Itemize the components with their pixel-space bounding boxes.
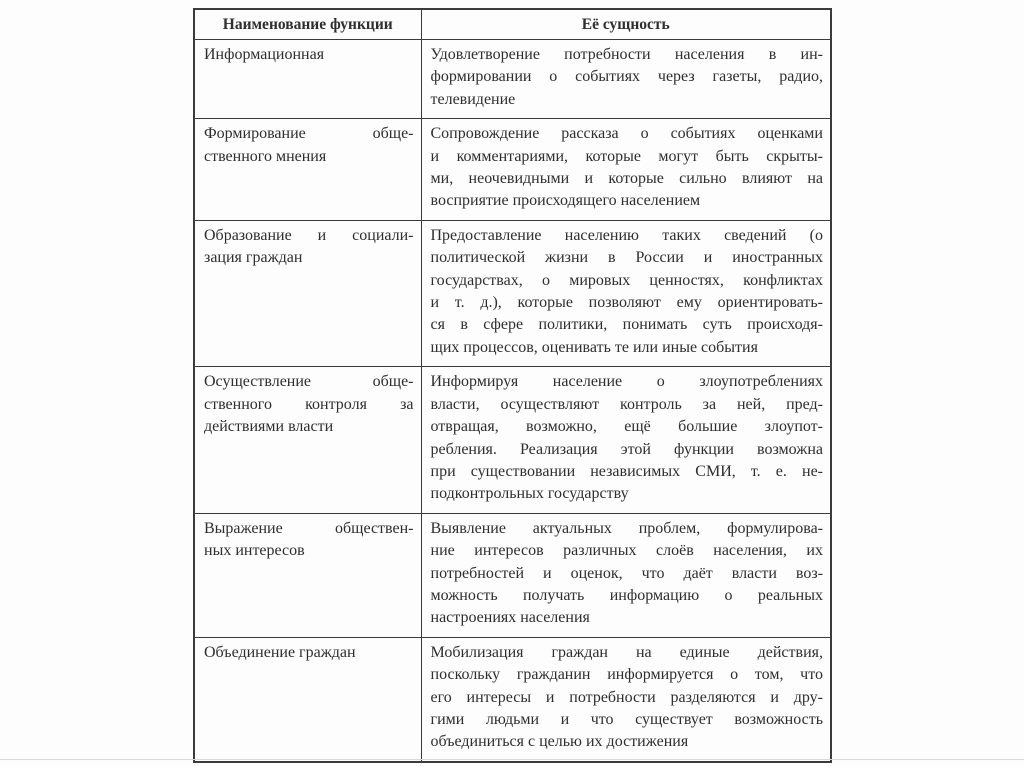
essence-cell: Удовлетворение потребности населения в и… <box>420 38 832 120</box>
col-header-essence: Её сущность <box>420 8 832 40</box>
text-line: поскольку гражданин информируется о том,… <box>430 666 824 684</box>
text-line: потребностей и оценок, что даёт власти в… <box>430 564 824 582</box>
text-line: ственного контроля за <box>204 395 414 413</box>
col-header-function-name: Наименование функции <box>193 8 422 40</box>
text-line: ние интересов различных слоёв населения,… <box>430 542 824 560</box>
table-body: Информационная Удовлетворение потребности… <box>193 38 832 763</box>
table-row: Осуществление обще-ственного контроля за… <box>193 366 832 514</box>
text-line: телевидение <box>430 90 516 108</box>
table-row: Информационная Удовлетворение потребности… <box>193 38 832 120</box>
text-line: отвращая, возможно, ещё большие злоупот- <box>430 418 824 436</box>
table-row: Выражение обществен-ных интересов Выявлен… <box>193 512 832 638</box>
table-header-row: Наименование функции Её сущность <box>193 8 832 40</box>
slide-bottom-edge <box>0 759 1024 760</box>
text-line: объединиться с целью их достижения <box>430 733 689 751</box>
text-line: политической жизни в России и иностранны… <box>430 249 824 267</box>
text-line: власти, осуществляют контроль за ней, пр… <box>430 395 824 413</box>
text-line: зация граждан <box>204 249 303 267</box>
text-line: Удовлетворение потребности населения в и… <box>430 46 824 63</box>
function-name-cell: Образование и социали-зация граждан <box>193 219 422 368</box>
text-line: Предоставление населению таких сведений … <box>430 226 824 244</box>
table-row: Объединение граждан Мобилизация граждан н… <box>193 636 832 763</box>
text-line: гими людьми и что существует возможность <box>430 710 824 728</box>
text-line: Объединение граждан <box>204 643 356 661</box>
function-name-cell: Осуществление обще-ственного контроля за… <box>193 366 422 514</box>
function-name-cell: Формирование обще-ственного мнения <box>193 118 422 221</box>
text-line: при существовании независимых СМИ, т. е.… <box>430 462 824 480</box>
text-line: щих процессов, оценивать те или иные соб… <box>430 338 758 356</box>
function-name-cell: Объединение граждан <box>193 636 422 763</box>
text-line: действиями власти <box>204 418 334 436</box>
text-line: ных интересов <box>204 542 305 560</box>
table-row: Формирование обще-ственного мнения Сопров… <box>193 118 832 221</box>
text-line: Формирование обще- <box>204 125 414 143</box>
text-line: Мобилизация граждан на единые действия, <box>430 643 824 661</box>
essence-cell: Предоставление населению таких сведений … <box>420 219 832 368</box>
text-line: ственного мнения <box>204 147 327 165</box>
text-line: и комментариями, которые могут быть скры… <box>430 147 824 165</box>
function-name-cell: Выражение обществен-ных интересов <box>193 512 422 638</box>
text-line: Выражение обществен- <box>204 519 414 537</box>
text-line: и т. д.), которые позволяют ему ориентир… <box>430 294 824 312</box>
essence-cell: Сопровождение рассказа о событиях оценка… <box>420 118 832 221</box>
text-line: можность получать информацию о реальных <box>430 586 824 604</box>
text-line: Выявление актуальных проблем, формулиров… <box>430 519 824 537</box>
essence-cell: Мобилизация граждан на единые действия, п… <box>420 636 832 763</box>
text-line: ми, неочевидными и которые сильно влияют… <box>430 170 824 188</box>
text-line: ся в сфере политики, понимать суть проис… <box>430 316 824 334</box>
essence-cell: Выявление актуальных проблем, формулиров… <box>420 512 832 638</box>
text-line: формировании о событиях через газеты, ра… <box>430 68 824 86</box>
text-line: его интересы и потребности разделяются и… <box>430 688 824 706</box>
essence-cell: Информируя население о злоупотреблениях в… <box>420 366 832 514</box>
text-line: ребления. Реализация этой функции возмож… <box>430 440 824 458</box>
text-line: Информационная <box>204 46 325 63</box>
text-line: Информируя население о злоупотреблениях <box>430 373 824 391</box>
function-name-cell: Информационная <box>193 38 422 120</box>
text-line: Образование и социали- <box>204 226 414 244</box>
text-line: Сопровождение рассказа о событиях оценка… <box>430 125 824 143</box>
table-row: Образование и социали-зация граждан Предо… <box>193 219 832 368</box>
text-line: Осуществление обще- <box>204 373 414 391</box>
text-line: подконтрольных государству <box>430 485 629 503</box>
text-line: настроениях населения <box>430 609 590 627</box>
media-functions-table: Наименование функции Её сущность Информа… <box>193 8 832 763</box>
text-line: восприятие происходящего населением <box>430 192 701 210</box>
text-line: государствах, о мировых ценностях, конфл… <box>430 271 824 289</box>
